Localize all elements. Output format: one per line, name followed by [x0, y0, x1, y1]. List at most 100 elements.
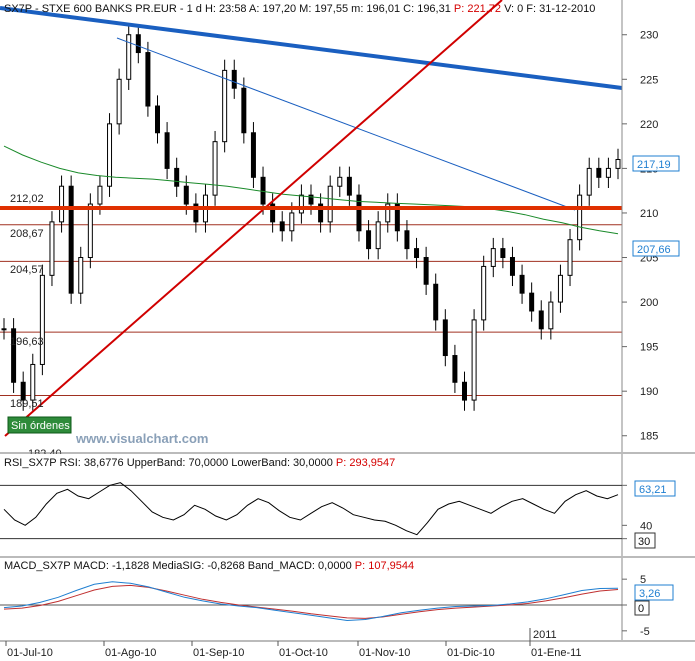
candle-body: [404, 230, 410, 250]
candle-body: [39, 274, 45, 365]
marker-ma: 207,66: [637, 244, 671, 256]
candle-body: [327, 185, 333, 223]
candle-body: [30, 363, 36, 401]
candle-body: [145, 52, 151, 107]
x-tick-label: 01-Jul-10: [7, 647, 53, 659]
rsi-marker-bg: [634, 480, 676, 497]
x-tick-label: 01-Ene-11: [531, 647, 582, 659]
candle-body: [481, 265, 487, 321]
price-tick-label: 195: [640, 342, 658, 354]
candle-body: [174, 167, 180, 187]
level-label-204: 204,57: [10, 264, 44, 276]
candle-body: [97, 185, 103, 205]
macd-tick-label: -5: [640, 626, 650, 638]
x-tick-label: 01-Sep-10: [193, 647, 244, 659]
candle-body: [471, 319, 477, 401]
macd-panel[interactable]: [0, 558, 622, 640]
year-label: 2011: [533, 629, 557, 641]
trendline-red-thin[interactable]: [4, 0, 503, 437]
x-tick-label: 01-Nov-10: [359, 647, 410, 659]
chart-header: SX7P - STXE 600 BANKS PR.EUR - 1 d H: 23…: [4, 3, 595, 15]
marker-ma-bg: [632, 240, 680, 257]
trendline-blue-thick[interactable]: [0, 6, 623, 90]
candle-body: [241, 87, 247, 134]
rsi-header: RSI_SX7P RSI: 38,6776 UpperBand: 70,0000…: [4, 457, 395, 469]
rsi-marker: 63,21: [639, 484, 667, 496]
candle-body: [462, 381, 467, 401]
candle-body: [135, 34, 141, 54]
macd-line: [3, 581, 619, 622]
price-tick-label: 225: [640, 74, 658, 86]
candle-body: [1, 328, 7, 331]
rsi-panel[interactable]: [0, 454, 622, 556]
candle-body: [318, 203, 324, 223]
price-panel[interactable]: [0, 0, 695, 452]
level-label-212: 212,02: [10, 193, 44, 205]
candle-body: [519, 274, 525, 294]
candle-body: [107, 123, 113, 187]
macd-zero-marker: 0: [638, 603, 644, 615]
price-tick-label: 190: [640, 386, 658, 398]
price-tick-label: 220: [640, 119, 658, 131]
rsi-line: [3, 482, 619, 536]
price-tick-label: 200: [640, 297, 658, 309]
marker-high: 217,19: [637, 159, 671, 171]
candle-body: [500, 248, 506, 259]
price-axis: 230225220215210205200195190185: [622, 30, 658, 443]
candle-body: [442, 319, 448, 357]
moving-average-line: [3, 145, 619, 235]
x-tick-label: 01-Ago-10: [105, 647, 156, 659]
macd-zero-marker-bg: [634, 600, 650, 616]
price-series: [1, 24, 621, 411]
candle-body: [212, 141, 218, 196]
macd-marker-bg: [634, 584, 674, 601]
candle-body: [231, 69, 237, 89]
candle-body: [87, 203, 93, 259]
price-tick-label: 210: [640, 208, 658, 220]
candle-body: [605, 167, 611, 178]
candle-body: [385, 203, 391, 223]
order-badge[interactable]: Sin órdenes: [11, 420, 70, 432]
candle-body: [183, 185, 189, 205]
candle-body: [222, 69, 228, 143]
candle-body: [289, 212, 295, 232]
order-badge-bg[interactable]: [7, 416, 72, 434]
x-tick-label: 01-Dic-10: [447, 647, 495, 659]
candle-body: [116, 78, 122, 125]
candle-body: [250, 132, 256, 178]
candle-body: [586, 167, 592, 196]
candle-body: [577, 194, 583, 241]
candle-body: [375, 221, 381, 250]
candle-body: [20, 381, 26, 401]
candle-body: [164, 132, 170, 169]
candle-body: [126, 34, 132, 80]
candle-body: [452, 355, 458, 383]
rsi-bands: [0, 484, 622, 540]
candle-body: [279, 221, 285, 232]
candle-body: [529, 292, 535, 312]
candle-body: [270, 203, 276, 223]
candle-body: [423, 257, 429, 285]
watermark: www.visualchart.com: [75, 431, 208, 446]
macd-signal-line: [3, 584, 619, 619]
candle-body: [615, 158, 621, 169]
marker-high-bg: [632, 155, 680, 172]
candle-body: [155, 105, 160, 134]
macd-marker: 3,26: [639, 588, 660, 600]
candle-body: [567, 239, 573, 276]
candle-body: [337, 176, 343, 187]
candle-body: [298, 194, 304, 214]
x-axis: 01-Jul-10 01-Ago-10 01-Sep-10 01-Oct-10 01-N…: [5, 628, 582, 659]
macd-tick-label: 5: [640, 574, 646, 586]
candle-body: [490, 248, 496, 267]
candle-body: [557, 274, 563, 303]
candle-body: [49, 221, 55, 276]
candle-body: [596, 167, 602, 178]
rsi-band-marker: 30: [638, 536, 650, 548]
x-tick-label: 01-Oct-10: [279, 647, 328, 659]
candle-body: [78, 257, 84, 294]
candle-body: [193, 203, 199, 223]
candle-body: [308, 194, 314, 205]
trendline-blue-thin[interactable]: [116, 37, 576, 211]
